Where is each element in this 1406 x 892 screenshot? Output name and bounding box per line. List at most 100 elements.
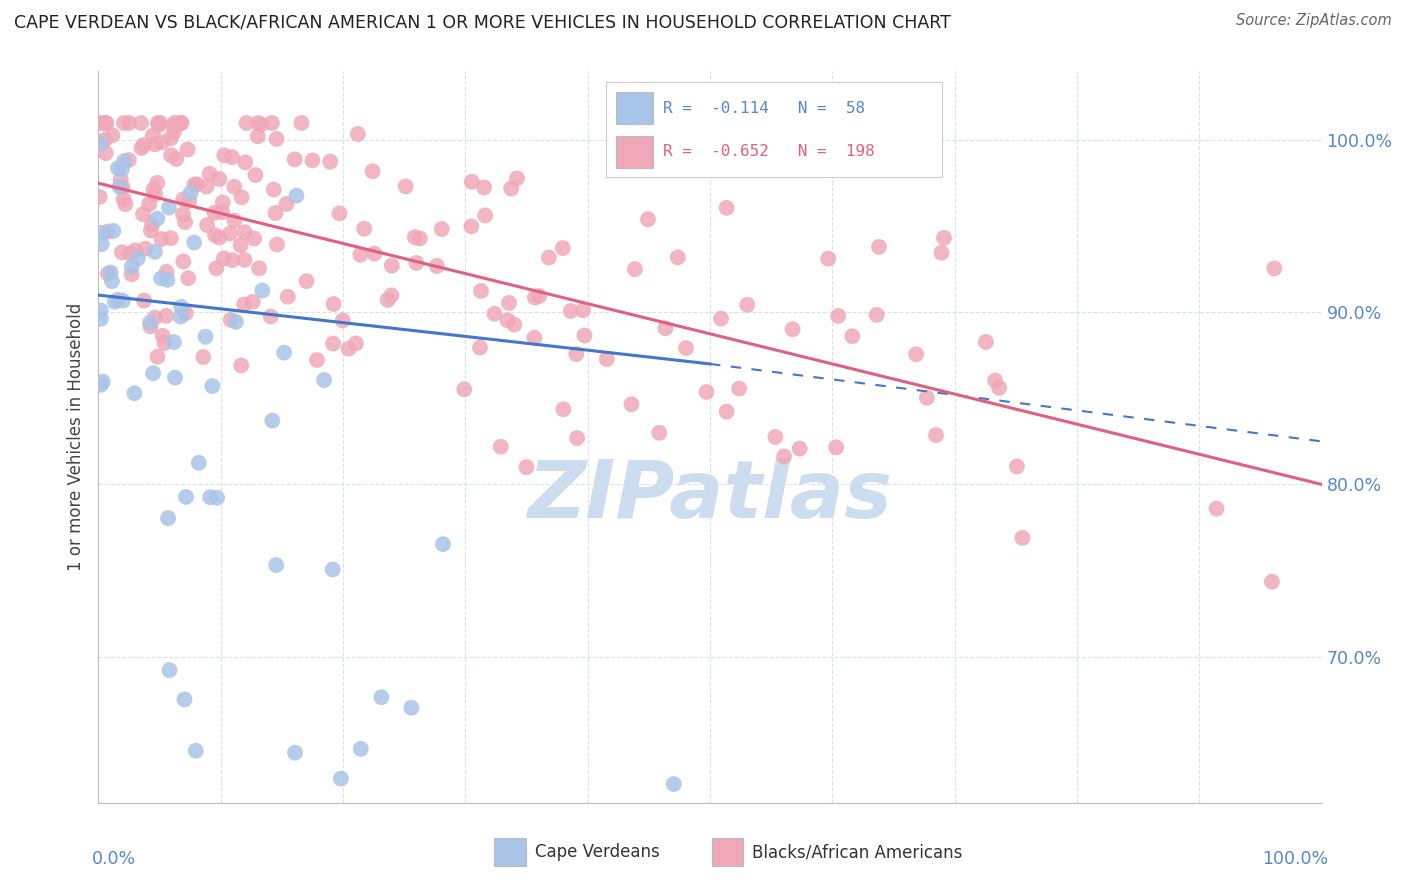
Point — [243, 231, 266, 245]
Point — [155, 265, 177, 279]
Point — [127, 252, 149, 266]
Point — [146, 176, 169, 190]
Point — [596, 352, 619, 367]
Point — [139, 319, 162, 334]
Point — [498, 296, 520, 310]
Point — [97, 267, 120, 281]
Point — [129, 116, 152, 130]
Point — [637, 212, 659, 227]
Point — [184, 744, 207, 758]
Point — [370, 690, 392, 705]
Point — [474, 209, 496, 223]
Point — [328, 206, 350, 220]
Point — [211, 195, 233, 210]
Point — [195, 218, 218, 232]
Point — [460, 219, 482, 234]
Point — [111, 293, 134, 308]
Point — [233, 297, 256, 311]
Point — [146, 350, 169, 364]
Point — [111, 245, 134, 260]
Point — [157, 201, 180, 215]
Point — [350, 741, 373, 756]
Point — [211, 205, 233, 219]
Point — [250, 118, 273, 132]
Point — [200, 490, 222, 504]
Point — [163, 116, 186, 130]
Point — [183, 235, 205, 250]
Text: CAPE VERDEAN VS BLACK/AFRICAN AMERICAN 1 OR MORE VEHICLES IN HOUSEHOLD CORRELATI: CAPE VERDEAN VS BLACK/AFRICAN AMERICAN 1… — [14, 13, 950, 31]
Point — [710, 311, 733, 326]
Point — [212, 148, 235, 162]
Point — [319, 154, 342, 169]
Point — [565, 431, 588, 445]
Point — [543, 814, 565, 829]
Point — [827, 309, 849, 323]
Point — [139, 223, 162, 237]
Point — [110, 172, 132, 186]
Point — [551, 241, 574, 255]
Point — [380, 288, 402, 302]
Point — [432, 537, 454, 551]
Point — [174, 215, 197, 229]
Point — [170, 116, 193, 130]
Point — [654, 321, 676, 335]
Point — [183, 178, 205, 192]
Point — [353, 221, 375, 235]
Point — [284, 746, 307, 760]
Point — [160, 148, 183, 162]
Point — [118, 116, 141, 130]
Point — [233, 155, 256, 169]
Point — [932, 231, 955, 245]
Point — [264, 558, 287, 573]
Point — [247, 116, 270, 130]
Point — [572, 303, 595, 318]
Point — [165, 152, 187, 166]
Point — [565, 347, 588, 361]
Point — [773, 450, 796, 464]
Point — [401, 700, 423, 714]
Point — [666, 250, 689, 264]
Point — [163, 125, 186, 139]
Point — [624, 262, 647, 277]
Point — [142, 366, 165, 380]
Point — [224, 213, 246, 227]
Point — [277, 290, 299, 304]
Point — [111, 180, 134, 194]
Point — [789, 442, 811, 456]
Point — [1263, 261, 1285, 276]
Point — [112, 192, 135, 206]
Point — [905, 347, 928, 361]
Point — [163, 335, 186, 350]
Point — [231, 359, 253, 373]
Point — [91, 375, 114, 389]
Point — [523, 291, 546, 305]
Point — [453, 382, 475, 396]
Point — [163, 370, 186, 384]
Point — [322, 336, 344, 351]
Point — [337, 342, 360, 356]
Point — [322, 562, 344, 576]
Point — [172, 207, 194, 221]
Point — [915, 391, 938, 405]
Point — [187, 456, 209, 470]
Point — [404, 230, 426, 244]
Point — [111, 162, 134, 177]
Point — [101, 128, 124, 143]
Point — [219, 227, 242, 241]
Point — [501, 181, 523, 195]
Point — [347, 127, 370, 141]
Point — [233, 225, 256, 239]
Point — [489, 440, 512, 454]
Point — [121, 260, 143, 274]
Point — [515, 460, 537, 475]
Point — [118, 246, 141, 260]
Point — [90, 311, 112, 326]
Point — [108, 180, 131, 194]
Point — [361, 164, 384, 178]
Point — [142, 128, 165, 143]
Point — [984, 374, 1007, 388]
Point — [246, 129, 269, 144]
Point — [186, 178, 208, 192]
Point — [537, 251, 560, 265]
Point — [131, 141, 153, 155]
